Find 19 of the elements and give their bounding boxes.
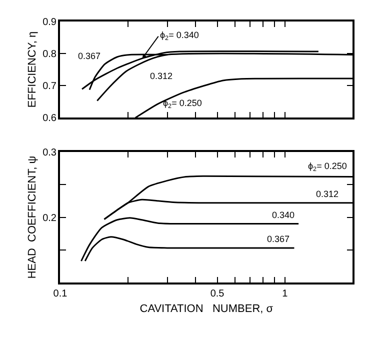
series-label: 0.312 xyxy=(150,71,173,81)
y-tick-label: 0.3 xyxy=(42,147,57,158)
y-tick-label: 0.8 xyxy=(42,48,57,60)
x-axis-title: CAVITATION NUMBER, σ xyxy=(140,303,274,316)
legend-label: ϕ$_{2}$= 0.340 xyxy=(160,30,199,42)
series-label: 0.367 xyxy=(267,234,290,244)
y-axis-title: HEAD COEFFICIENT, ψ xyxy=(26,156,39,279)
x-tick-label: 0.5 xyxy=(210,288,225,300)
series-label: 0.367 xyxy=(78,51,101,61)
y-axis-title: EFFICIENCY, η xyxy=(26,31,39,108)
series-label: 0.312 xyxy=(316,189,339,199)
y-tick-label: 0.7 xyxy=(42,81,57,92)
y-tick-label: 0.6 xyxy=(42,113,57,124)
series-label: ϕ$_{2}$= 0.250 xyxy=(308,161,347,173)
x-tick-label: 1 xyxy=(282,288,288,300)
series-label: 0.340 xyxy=(272,210,295,220)
x-tick-label: 0.1 xyxy=(53,288,68,300)
y-tick-label: 0.2 xyxy=(42,212,57,224)
y-tick-label: 0.9 xyxy=(42,16,57,28)
